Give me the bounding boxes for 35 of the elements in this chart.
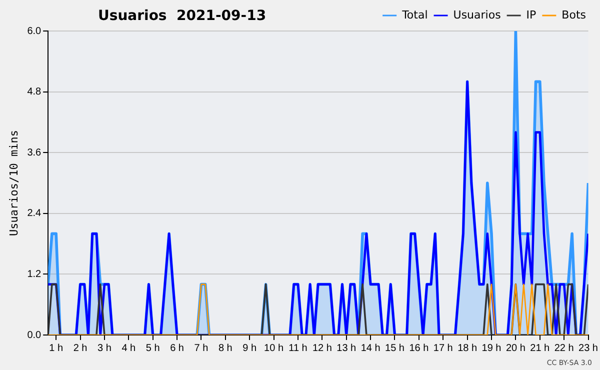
x-tick-label: 3 h xyxy=(98,342,112,354)
legend-label: Usuarios xyxy=(453,8,502,22)
y-tick-label: 4.8 xyxy=(27,86,42,98)
x-tick-label: 19 h xyxy=(482,342,502,354)
x-tick-label: 2 h xyxy=(73,342,88,354)
x-tick-label: 10 h xyxy=(264,342,284,354)
x-tick-label: 1 h xyxy=(49,342,64,354)
chart-title: Usuarios 2021-09-13 xyxy=(98,8,266,24)
y-axis-title: Usuarios/10 mins xyxy=(7,130,20,236)
x-tick-label: 11 h xyxy=(288,342,308,354)
x-tick-label: 23 h xyxy=(578,342,598,354)
x-tick-label: 21 h xyxy=(530,342,550,354)
y-tick-label: 6.0 xyxy=(27,26,42,37)
x-tick-label: 13 h xyxy=(336,342,356,354)
x-tick-label: 4 h xyxy=(122,342,136,354)
x-tick-label: 17 h xyxy=(433,342,453,354)
y-tick-label: 2.4 xyxy=(27,208,42,220)
y-tick-label: 3.6 xyxy=(27,147,42,158)
y-tick-label: 0.0 xyxy=(27,330,42,341)
x-tick-label: 22 h xyxy=(554,342,574,354)
x-tick-label: 7 h xyxy=(194,342,208,354)
legend-label: Total xyxy=(401,8,428,22)
x-tick-label: 12 h xyxy=(312,342,332,354)
y-tick-label: 1.2 xyxy=(27,268,42,280)
x-tick-label: 14 h xyxy=(360,342,380,354)
x-tick-label: 8 h xyxy=(218,342,232,354)
x-tick-label: 16 h xyxy=(409,342,429,354)
x-tick-label: 20 h xyxy=(506,342,526,354)
x-tick-label: 9 h xyxy=(242,342,257,354)
x-tick-label: 5 h xyxy=(146,342,160,354)
x-tick-label: 15 h xyxy=(385,342,404,354)
x-tick-label: 6 h xyxy=(170,342,184,354)
legend-label: IP xyxy=(526,8,537,22)
legend-label: Bots xyxy=(562,8,586,22)
x-tick-label: 18 h xyxy=(458,342,478,354)
